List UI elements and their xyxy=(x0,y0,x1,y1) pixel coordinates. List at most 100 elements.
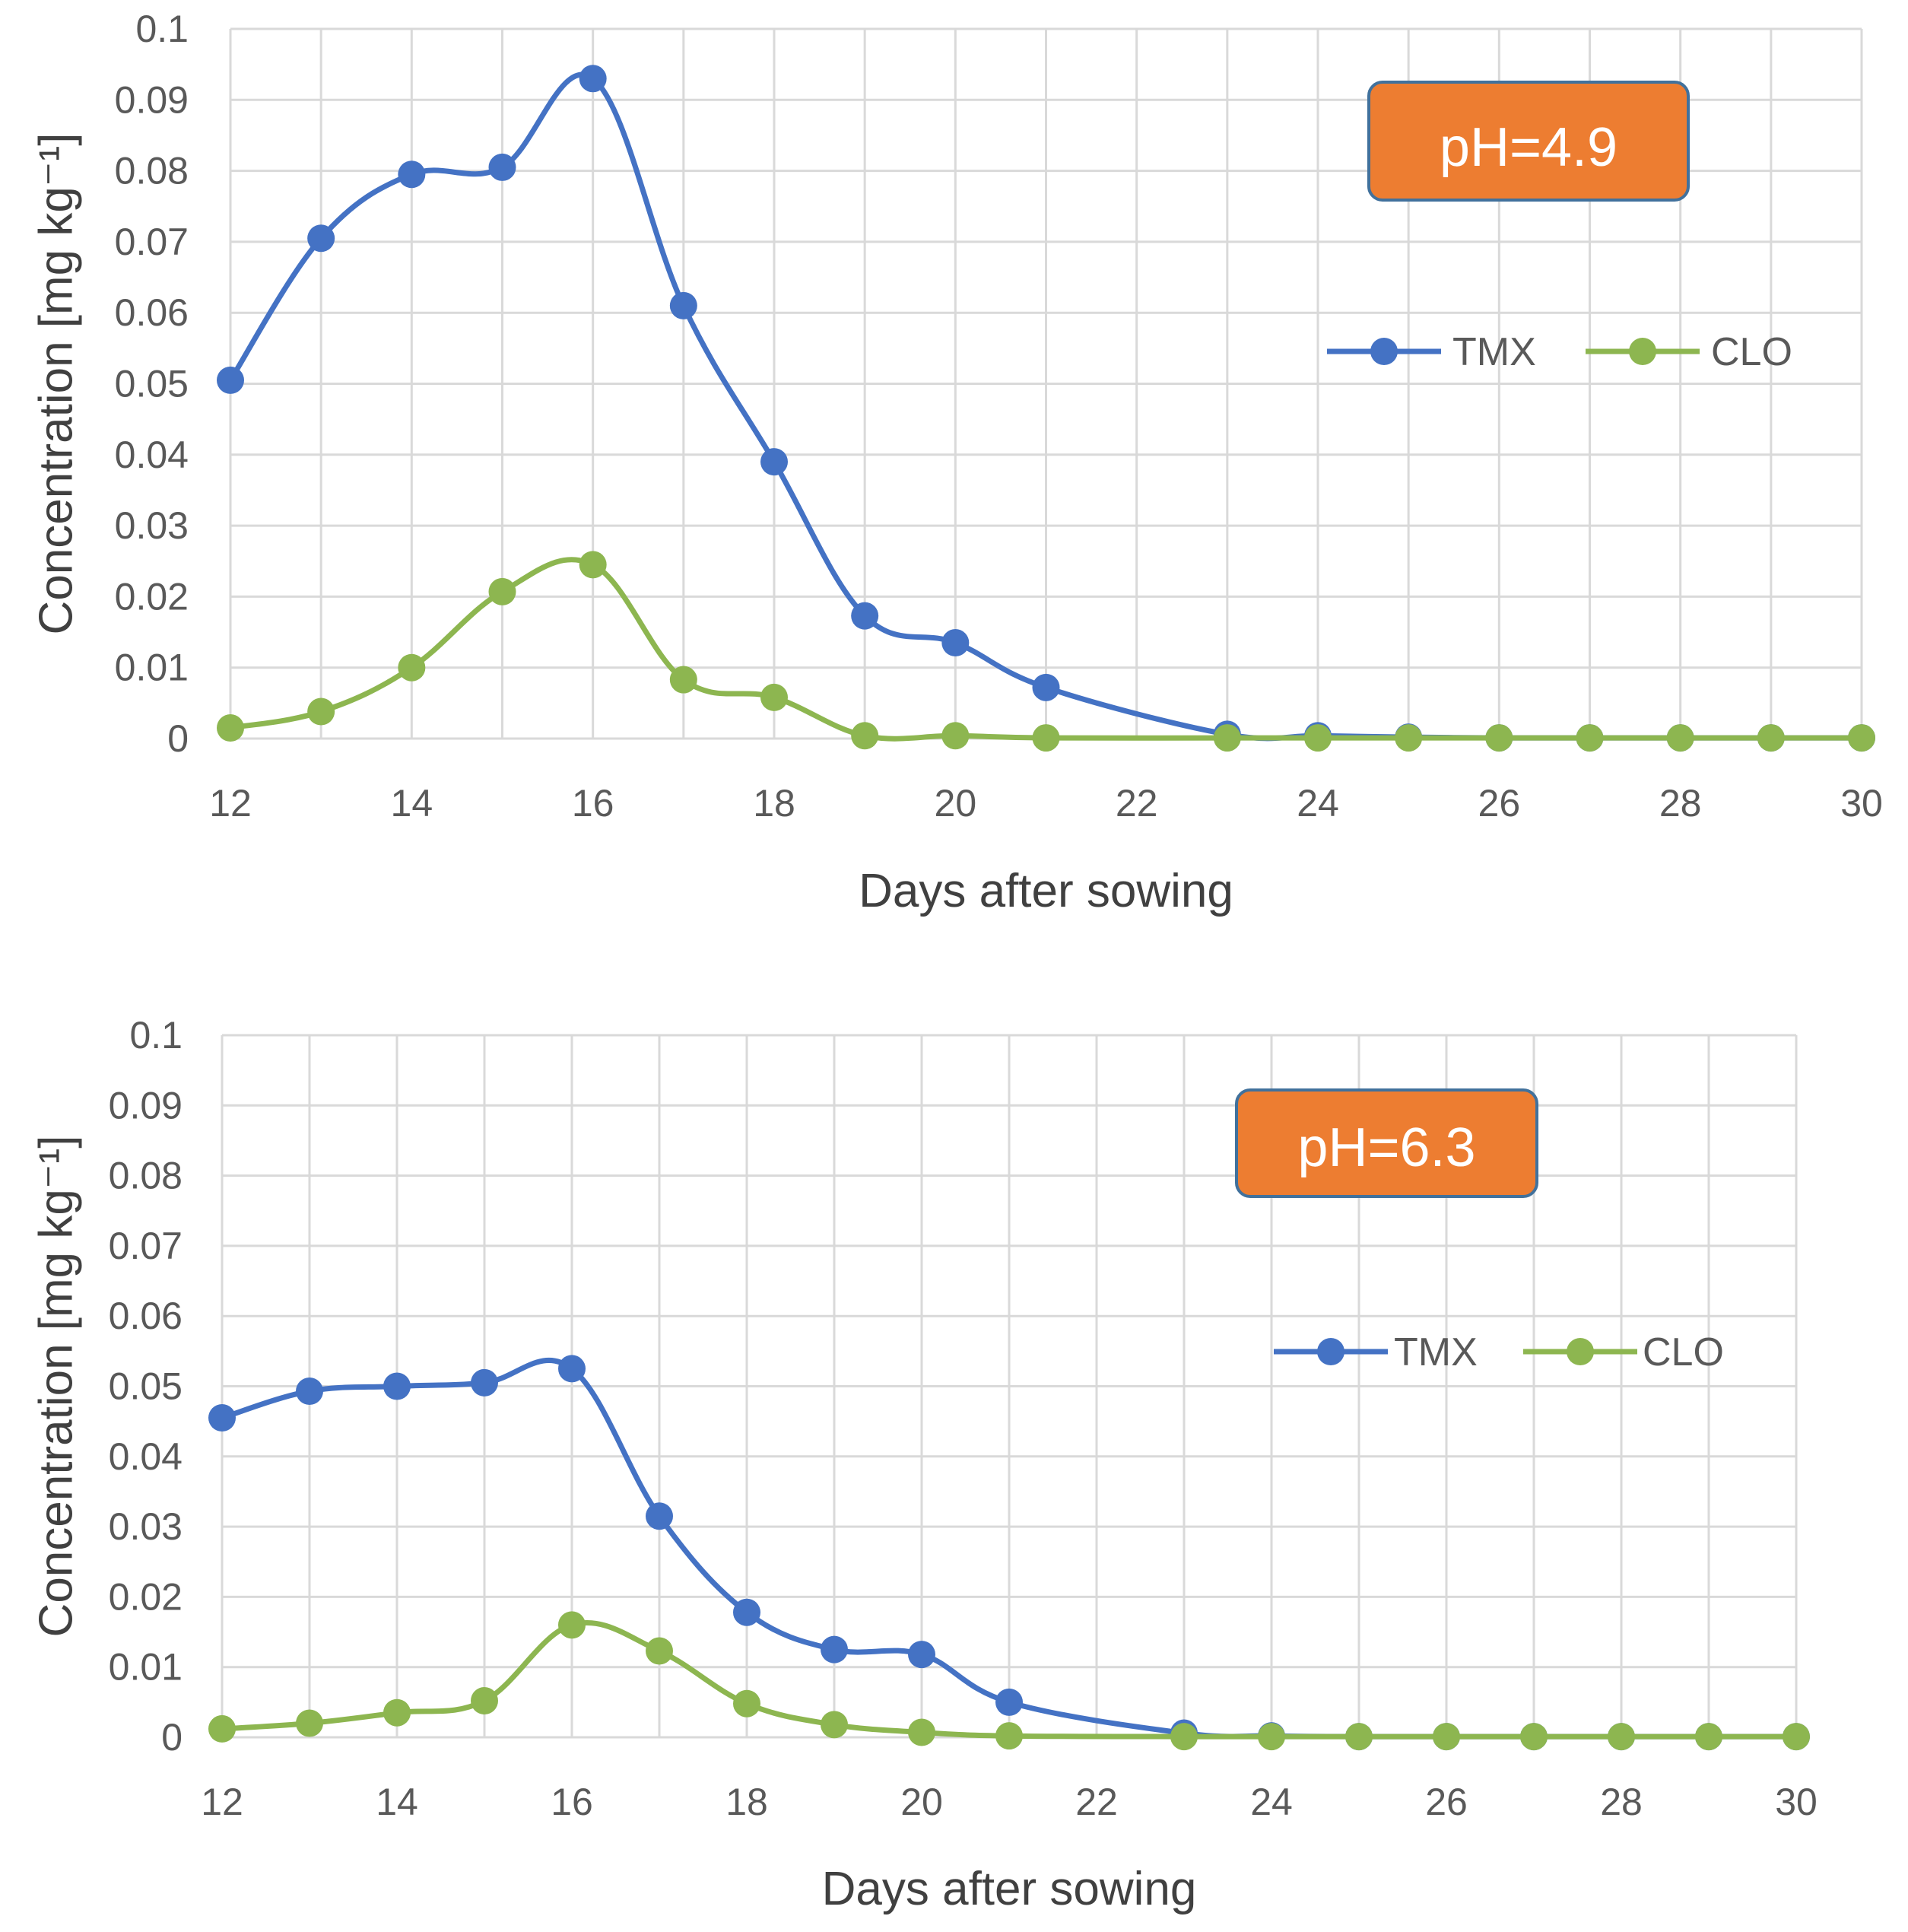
y-tick-label: 0.09 xyxy=(115,78,189,121)
clo-point xyxy=(760,683,788,711)
y-tick-label: 0.02 xyxy=(115,575,189,618)
legend-clo-label: CLO xyxy=(1643,1330,1724,1374)
clo-point xyxy=(1345,1723,1373,1751)
y-tick-label: 0.01 xyxy=(109,1646,183,1689)
clo-point xyxy=(851,722,879,750)
clo-point xyxy=(307,697,335,726)
clo-point xyxy=(733,1689,760,1718)
tmx-point xyxy=(733,1598,760,1626)
clo-point xyxy=(1757,724,1785,752)
y-tick-label: 0.05 xyxy=(115,363,189,405)
x-tick-label: 24 xyxy=(1250,1781,1293,1823)
x-tick-label: 12 xyxy=(209,782,252,825)
tmx-point xyxy=(760,448,788,476)
y-tick-label: 0.1 xyxy=(135,8,189,50)
tmx-point xyxy=(821,1635,848,1663)
x-tick-labels: 12 14 16 18 20 22 24 26 28 30 xyxy=(209,782,1883,825)
legend-tmx-marker xyxy=(1317,1338,1344,1365)
x-tick-label: 22 xyxy=(1075,1781,1118,1823)
ph-badge: pH=4.9 xyxy=(1367,81,1690,202)
series-layer xyxy=(208,1355,1810,1751)
legend: TMX CLO xyxy=(1327,330,1792,374)
ph-badge-box xyxy=(1367,81,1690,202)
x-tick-label: 14 xyxy=(376,1781,418,1823)
y-tick-label: 0.07 xyxy=(109,1225,183,1267)
clo-point xyxy=(1213,724,1241,752)
tmx-point xyxy=(398,160,426,189)
tmx-point xyxy=(471,1368,498,1397)
clo-point xyxy=(1032,724,1060,752)
tmx-point xyxy=(558,1355,586,1383)
clo-point xyxy=(669,666,697,694)
x-tick-label: 24 xyxy=(1297,782,1339,825)
clo-point xyxy=(208,1714,236,1743)
clo-point xyxy=(1666,724,1694,752)
clo-series xyxy=(208,1611,1810,1751)
x-tick-label: 18 xyxy=(725,1781,768,1823)
tmx-point xyxy=(908,1641,935,1669)
clo-point xyxy=(217,714,244,742)
y-tick-label: 0.1 xyxy=(129,1014,183,1057)
clo-point xyxy=(821,1711,848,1739)
clo-point xyxy=(995,1722,1023,1750)
y-tick-label: 0.05 xyxy=(109,1365,183,1408)
x-tick-label: 14 xyxy=(391,782,433,825)
clo-point xyxy=(1695,1723,1722,1751)
x-axis-title: Days after sowing xyxy=(859,865,1233,917)
legend-clo-marker xyxy=(1629,338,1656,365)
tmx-point xyxy=(488,153,516,181)
y-axis-title: Concentration [mg kg⁻¹] xyxy=(30,133,82,635)
clo-point xyxy=(1608,1723,1635,1751)
clo-point xyxy=(1520,1723,1548,1751)
x-tick-labels: 12 14 16 18 20 22 24 26 28 30 xyxy=(201,1781,1818,1823)
clo-point xyxy=(1848,724,1875,752)
y-tick-label: 0.04 xyxy=(115,434,189,476)
clo-point xyxy=(1395,724,1423,752)
series-layer xyxy=(217,65,1875,752)
x-tick-label: 26 xyxy=(1425,1781,1468,1823)
grid xyxy=(229,27,1863,740)
ph-badge: pH=6.3 xyxy=(1235,1088,1538,1198)
tmx-point xyxy=(296,1377,323,1405)
chart-ph-6-3: 0 0.01 0.02 0.03 0.04 0.05 0.06 0.07 0.08 0.09 0.1… xyxy=(30,1014,1817,1915)
clo-point xyxy=(296,1709,323,1737)
x-tick-label: 26 xyxy=(1478,782,1521,825)
y-tick-label: 0.02 xyxy=(109,1575,183,1618)
tmx-point xyxy=(217,366,244,394)
clo-point xyxy=(579,551,607,579)
clo-point xyxy=(471,1687,498,1715)
tmx-point xyxy=(851,602,879,630)
clo-point xyxy=(941,722,970,750)
clo-point xyxy=(646,1637,673,1665)
tmx-point xyxy=(1032,673,1060,701)
x-tick-label: 12 xyxy=(201,1781,243,1823)
clo-point xyxy=(1170,1723,1198,1751)
y-tick-labels: 0 0.01 0.02 0.03 0.04 0.05 0.06 0.07 0.08 0.09 0.1 xyxy=(109,1014,183,1759)
x-tick-label: 28 xyxy=(1600,1781,1643,1823)
tmx-point xyxy=(941,629,970,657)
y-tick-label: 0.01 xyxy=(115,647,189,689)
ph-badge-label: pH=4.9 xyxy=(1440,117,1618,178)
x-tick-label: 18 xyxy=(753,782,795,825)
clo-point xyxy=(383,1698,411,1727)
legend-clo-label: CLO xyxy=(1711,330,1792,374)
clo-point xyxy=(558,1611,586,1639)
x-tick-label: 16 xyxy=(572,782,614,825)
clo-point xyxy=(1433,1723,1460,1751)
clo-point xyxy=(488,577,516,605)
y-tick-label: 0.04 xyxy=(109,1435,183,1478)
legend: TMX CLO xyxy=(1274,1330,1724,1374)
clo-point xyxy=(398,653,426,682)
y-tick-label: 0.06 xyxy=(109,1295,183,1337)
y-tick-label: 0.03 xyxy=(115,504,189,547)
tmx-point xyxy=(208,1404,236,1432)
clo-point xyxy=(1485,724,1513,752)
x-tick-label: 28 xyxy=(1659,782,1702,825)
y-tick-label: 0 xyxy=(167,717,189,760)
y-tick-label: 0.09 xyxy=(109,1084,183,1126)
clo-point xyxy=(1576,724,1604,752)
y-tick-label: 0.08 xyxy=(115,150,189,192)
y-tick-labels: 0 0.01 0.02 0.03 0.04 0.05 0.06 0.07 0.08 0.09 0.1 xyxy=(115,8,189,760)
x-tick-label: 20 xyxy=(935,782,977,825)
y-tick-label: 0.07 xyxy=(115,221,189,263)
